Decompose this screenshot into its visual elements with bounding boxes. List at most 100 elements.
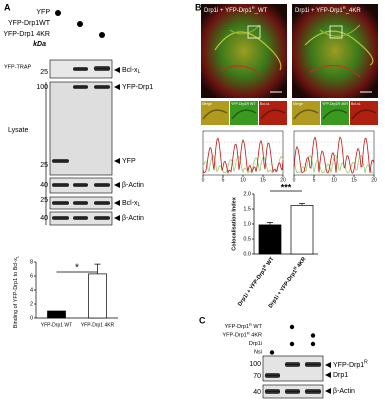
condition-label: YFP-Drp1WT <box>8 20 51 27</box>
y-tick-label: 2.0 <box>243 191 251 197</box>
y-tick-label: 1.0 <box>243 221 251 227</box>
inset-image <box>350 101 378 125</box>
bar <box>88 273 107 319</box>
error-bar <box>299 203 305 206</box>
inset-label: Merge <box>293 102 303 106</box>
inset-detail <box>231 109 257 120</box>
x-tick-label: YFP-Drp1 4KR <box>81 322 115 328</box>
x-tick-label: 10 <box>240 177 246 183</box>
kda-label: kDa <box>33 41 46 48</box>
x-tick-label: 0 <box>293 177 296 183</box>
inset-image <box>321 101 349 125</box>
lane-dot <box>310 341 316 347</box>
mw-marker: 25 <box>40 69 48 76</box>
x-tick-label: 0 <box>202 177 205 183</box>
profile-trace <box>202 154 284 174</box>
profile-trace <box>293 136 375 174</box>
bands <box>265 362 321 394</box>
arrows <box>325 362 331 394</box>
y-tick-label: 0.5 <box>243 236 251 242</box>
lane-dot <box>289 324 295 330</box>
lane-dot <box>269 350 275 355</box>
x-tick-label: 20 <box>371 177 377 183</box>
band-label: β-Actin <box>333 388 355 395</box>
band-label: YFP-Drp1R <box>333 360 368 369</box>
mw-marker: 100 <box>36 84 48 91</box>
y-axis-label: Binding of YFP-Drp1 to Bcl-xL <box>13 255 19 328</box>
inset-detail <box>202 109 228 120</box>
section-label: YFP-TRAP <box>4 64 32 70</box>
y-tick-label: 8 <box>30 259 33 265</box>
mw-marker: 100 <box>249 361 261 368</box>
arrows <box>114 67 120 221</box>
band-label: Drp1 <box>333 372 348 379</box>
image-title: Drp1i + YFP-Drp1R_WT <box>204 5 268 14</box>
lane-dot <box>77 21 83 27</box>
y-tick-label: 2 <box>30 301 33 307</box>
condition-label: YFP-Drp1R WT <box>225 322 263 330</box>
inset-label: Bcl-xL <box>260 102 270 106</box>
inset-image <box>201 101 229 125</box>
error-bar <box>94 263 101 274</box>
inset-image <box>292 101 320 125</box>
inset-label: Bcl-xL <box>351 102 361 106</box>
mw-marker: 40 <box>253 389 261 396</box>
condition-label: YFP <box>36 9 50 16</box>
mw-marker: 70 <box>253 373 261 380</box>
error-bar <box>267 222 273 225</box>
x-tick-label: 10 <box>331 177 337 183</box>
y-tick-label: 0 <box>30 315 33 321</box>
bar <box>258 224 282 255</box>
condition-label: Drp1i <box>249 341 262 347</box>
y-tick-label: 0.0 <box>243 251 251 257</box>
inset-label: YFP-Drp1R 4KR <box>322 102 348 106</box>
y-axis-label: Colocalisation Index <box>231 196 237 250</box>
profile-trace <box>202 137 284 175</box>
lane-dot <box>99 32 105 38</box>
band-label: β-Actin <box>122 215 144 222</box>
band-label: β-Actin <box>122 182 144 189</box>
section-label: Lysate <box>8 127 28 134</box>
condition-label: YFP-Drp1 4KR <box>3 31 50 38</box>
y-tick-label: 4 <box>30 287 33 293</box>
image-title: Drp1i + YFP-Drp1R_4KR <box>295 5 361 14</box>
significance: *** <box>281 182 292 192</box>
inset-label: YFP-Drp1R WT <box>231 102 256 106</box>
inset-image <box>259 101 287 125</box>
inset-detail <box>260 109 286 120</box>
inset-label: Merge <box>202 102 212 106</box>
mw-marker: 40 <box>40 215 48 222</box>
band-label: Bcl-xL <box>122 200 141 208</box>
bands <box>52 66 110 220</box>
inset-detail <box>351 109 377 120</box>
lane-dot <box>310 333 316 338</box>
lane-dot <box>55 10 61 16</box>
x-tick-label: Drp1i + YFP-Drp1R WT <box>236 255 277 308</box>
mw-marker: 25 <box>40 197 48 204</box>
y-tick-label: 6 <box>30 273 33 279</box>
inset-detail <box>293 109 319 120</box>
x-tick-label: 15 <box>351 177 357 183</box>
panel-label: C <box>199 315 206 325</box>
significance: * <box>75 263 79 274</box>
mw-marker: 25 <box>40 162 48 169</box>
x-tick-label: YFP-Drp1 WT <box>41 322 72 328</box>
blots <box>49 59 113 226</box>
mw-marker: 40 <box>40 182 48 189</box>
x-tick-label: 15 <box>260 177 266 183</box>
inset-detail <box>322 109 348 120</box>
band-label: Bcl-xL <box>122 67 141 75</box>
bar <box>290 205 314 255</box>
bar <box>47 310 66 319</box>
condition-label: Nsi <box>254 350 262 356</box>
inset-image <box>230 101 258 125</box>
x-tick-label: 20 <box>280 177 286 183</box>
panel-label: B <box>195 2 202 12</box>
micrographs <box>201 4 378 98</box>
panel-label: A <box>4 2 11 12</box>
lane-dot <box>289 341 295 347</box>
band-label: YFP-Drp1 <box>122 84 153 91</box>
y-tick-label: 1.5 <box>243 206 251 212</box>
x-tick-label: 5 <box>222 177 225 183</box>
